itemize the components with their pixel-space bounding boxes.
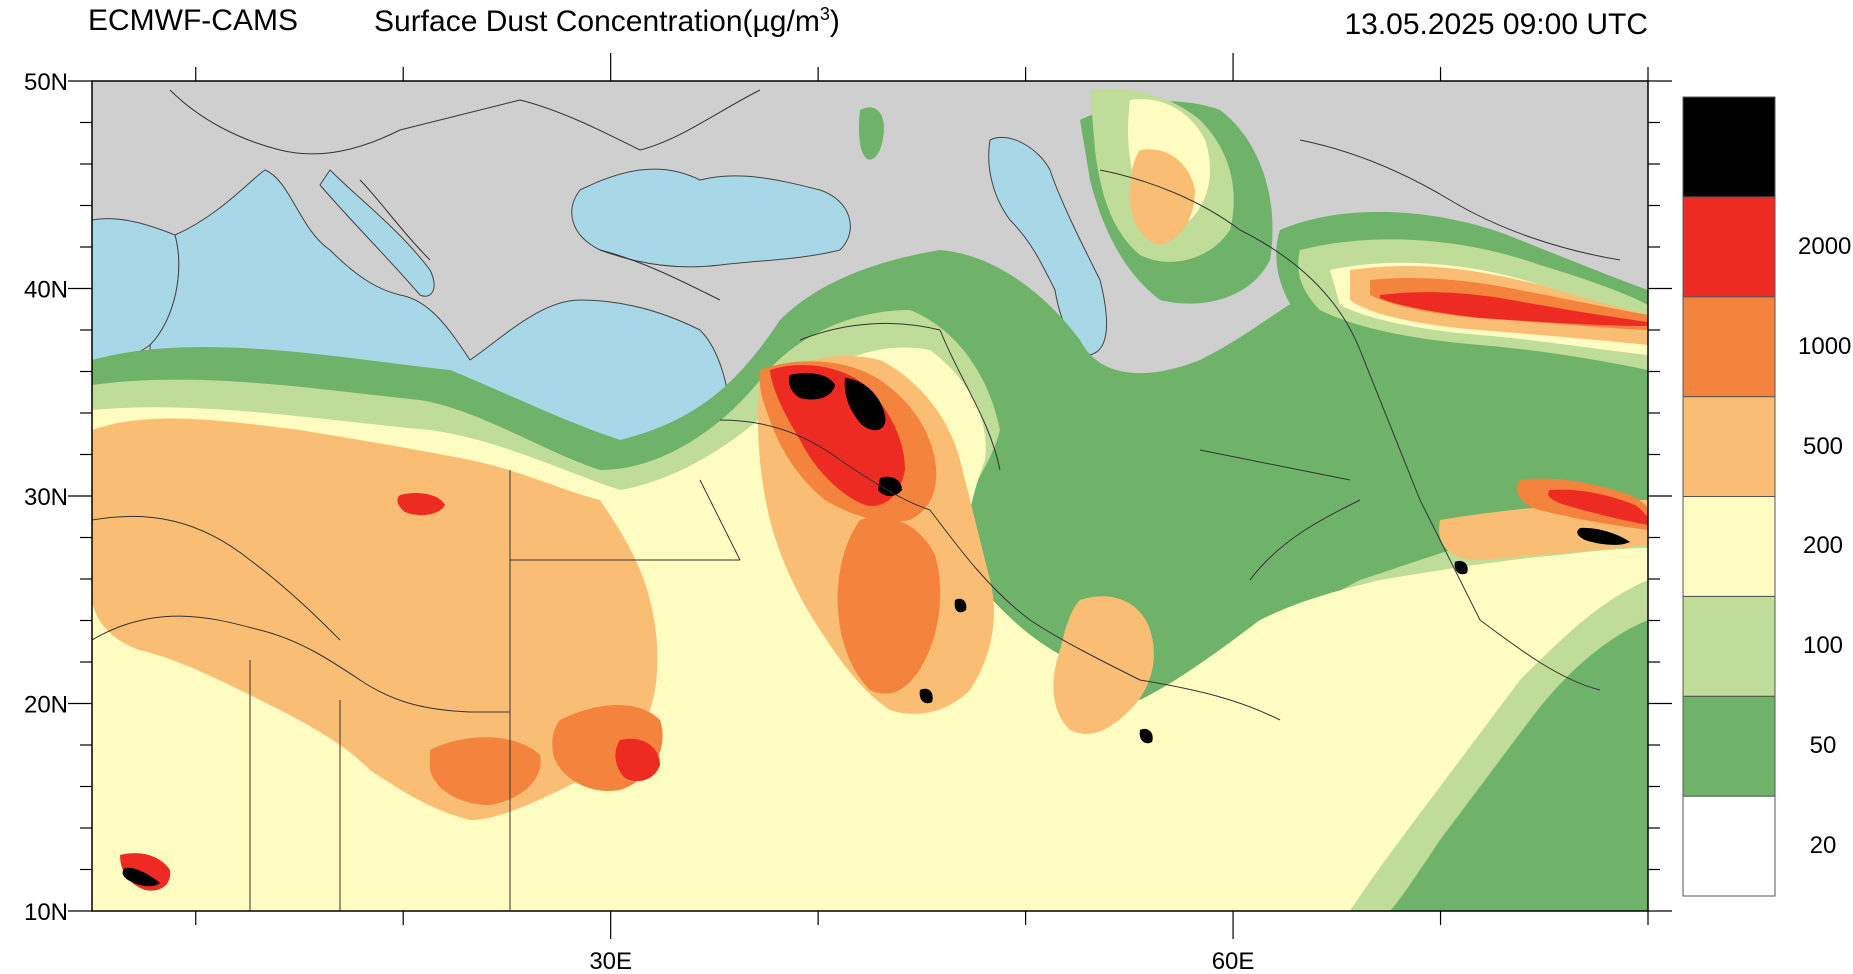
lon-label: 30E (589, 948, 632, 974)
colorbar-label: 2000 (1798, 232, 1852, 260)
lat-label: 50N (24, 69, 68, 96)
colorbar-swatch (1682, 96, 1776, 198)
colorbar-swatch (1682, 595, 1776, 697)
lat-label: 40N (24, 277, 68, 304)
colorbar-swatch (1682, 396, 1776, 497)
axis-ticks (68, 53, 1672, 939)
colorbar-label: 100 (1802, 632, 1844, 660)
dust-concentration-field (92, 88, 1648, 911)
colorbar-swatch (1682, 196, 1776, 298)
country-borders (92, 89, 1621, 911)
colorbar-label: 50 (1809, 732, 1837, 760)
map-field (92, 81, 1648, 911)
colorbar-swatch (1682, 695, 1776, 797)
colorbar-swatch (1682, 795, 1776, 897)
colorbar-label: 20 (1809, 832, 1837, 860)
agency-title: ECMWF-CAMS (88, 4, 298, 37)
colorbar-label: 1000 (1798, 332, 1852, 360)
lat-label: 20N (24, 692, 68, 719)
dust-level-max (122, 373, 1630, 887)
colorbar-label: 500 (1802, 432, 1844, 460)
product-title: Surface Dust Concentration(µg/m3) (374, 4, 840, 39)
product-title-prefix: Surface Dust Concentration(µg/m (374, 5, 820, 38)
lon-label: 60E (1212, 948, 1255, 974)
adriatic-sea (319, 169, 435, 297)
lat-label: 30N (24, 484, 68, 511)
colorbar (1682, 96, 1776, 897)
colorbar-swatch (1682, 496, 1776, 597)
colorbar-label: 200 (1802, 532, 1844, 560)
valid-datetime: 13.05.2025 09:00 UTC (1344, 8, 1648, 41)
colorbar-swatch (1682, 296, 1776, 398)
latitude-labels: 50N 40N 30N 20N 10N (24, 69, 68, 926)
longitude-labels: 30E 60E (589, 948, 1254, 974)
product-title-superscript: 3 (819, 4, 830, 24)
lat-label: 10N (24, 899, 68, 926)
product-title-suffix: ) (829, 5, 840, 38)
